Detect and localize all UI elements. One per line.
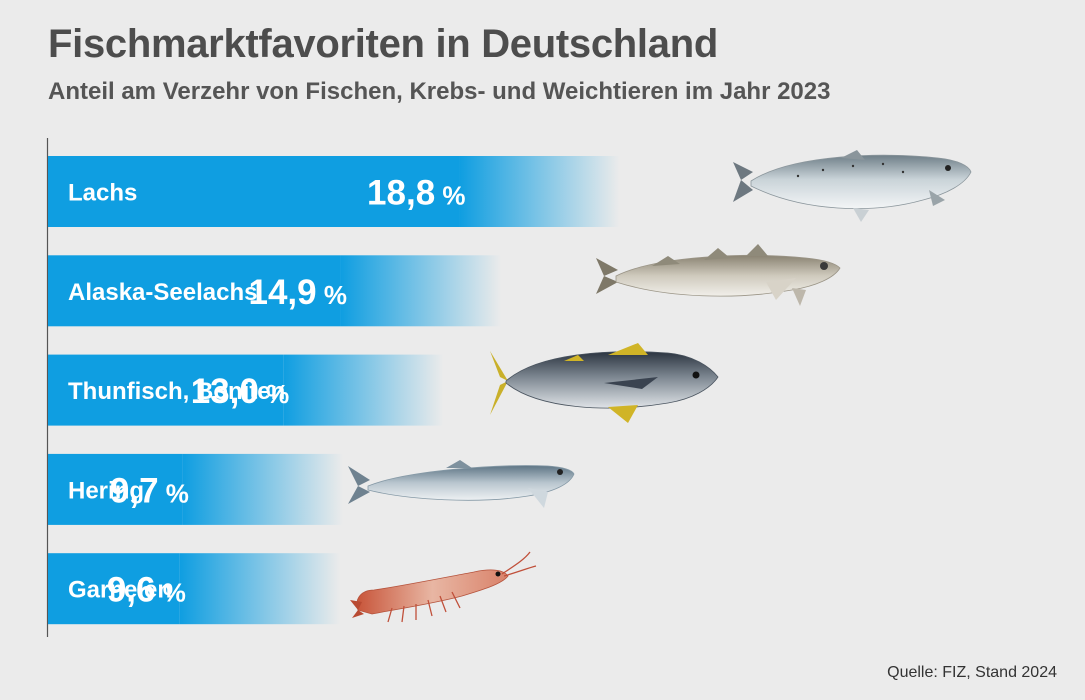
bar-fade <box>459 156 620 227</box>
source-note: Quelle: FIZ, Stand 2024 <box>887 664 1057 681</box>
bar <box>48 255 341 327</box>
bar-value-label: 9,6 % <box>107 571 186 610</box>
shrimp-icon <box>350 551 537 623</box>
bar-category-label: Hering <box>68 477 144 504</box>
bar-fade <box>340 255 501 327</box>
pollock-icon <box>596 244 841 306</box>
bar-value-label: 13,0 % <box>191 372 289 411</box>
chart-subtitle: Anteil am Verzehr von Fischen, Krebs- un… <box>48 78 831 105</box>
herring-icon <box>348 460 575 508</box>
bar-category-label: Garnelen <box>68 577 172 604</box>
bar-value-label: 14,9 % <box>248 273 346 312</box>
chart-title: Fischmarktfavoriten in Deutschland <box>48 22 718 66</box>
bar-fade <box>283 354 444 426</box>
bar-fade <box>182 453 343 525</box>
bar <box>48 354 284 426</box>
bar <box>48 553 180 625</box>
bar <box>48 156 460 227</box>
bar-category-label: Thunfisch, Boniten <box>68 378 285 405</box>
tuna-icon <box>490 343 719 423</box>
bar-fade <box>179 553 340 625</box>
bar <box>48 453 183 525</box>
bar-category-label: Alaska-Seelachs <box>68 279 257 306</box>
bar-value-label: 9,7 % <box>110 471 189 510</box>
bar-value-label: 18,8 % <box>367 174 465 213</box>
bar-category-label: Lachs <box>68 180 137 207</box>
salmon-icon <box>733 150 972 222</box>
